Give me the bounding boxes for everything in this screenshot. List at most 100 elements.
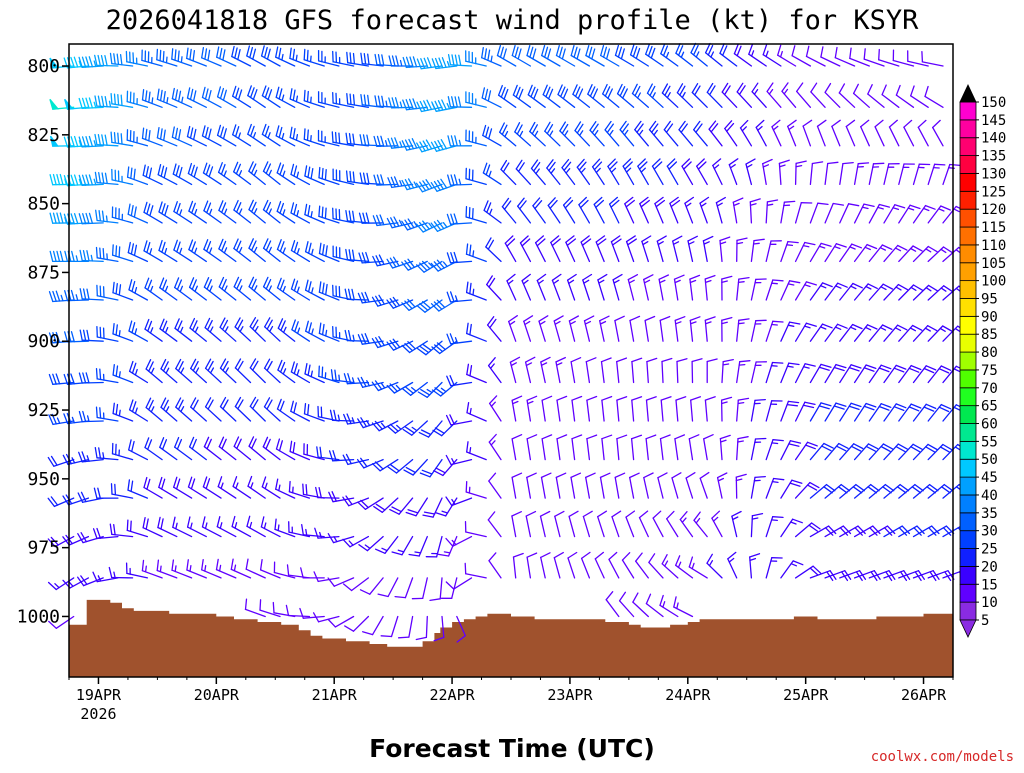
barb-full-feather [118,133,119,143]
barb-full-feather [175,50,176,60]
barb-full-feather [131,521,132,531]
barb-half-feather [146,566,147,572]
barb-full-feather [322,169,323,179]
barb-full-feather [112,484,113,494]
barb-full-feather [308,130,309,140]
barb-half-feather [772,283,778,284]
barb-half-feather [119,331,120,337]
colorbar-label: 90 [981,309,998,325]
barb-full-feather [935,164,945,165]
x-tick-label: 25APR [783,686,829,704]
barb-half-feather [339,375,340,381]
colorbar-label: 70 [981,381,998,397]
colorbar-label: 60 [981,417,998,433]
x-year-label: 2026 [80,705,116,723]
barb-full-feather [157,49,158,59]
colorbar-label: 10 [981,595,998,611]
colorbar-cell [960,352,976,370]
barb-half-feather [754,243,760,244]
barb-shaft [426,617,427,638]
colorbar-cell [960,566,976,584]
barb-half-feather [326,330,327,336]
barb-full-feather [319,206,320,216]
barb-full-feather [160,50,161,60]
colorbar-label: 140 [981,131,1006,147]
barb-full-feather [466,482,467,492]
colorbar-cell [960,120,976,138]
colorbar-cell [960,138,976,156]
barb-full-feather [350,94,351,104]
y-tick-label: 1000 [17,606,60,627]
barb-half-feather [103,453,104,459]
barb-full-feather [260,600,261,610]
barb-half-feather [205,566,206,572]
barb-shaft [677,362,678,383]
x-tick-label: 22APR [429,686,475,704]
barb-half-feather [473,289,474,295]
x-tick-label: 19APR [76,686,122,704]
colorbar-label: 15 [981,577,998,593]
barb-full-feather [273,603,274,613]
barb-half-feather [190,566,191,572]
barb-half-feather [772,325,778,326]
barb-full-feather [115,133,116,143]
barb-half-feather [152,98,153,104]
barb-half-feather [160,566,161,572]
barb-half-feather [107,216,108,222]
barb-full-feather [350,53,351,63]
x-tick-label: 21APR [312,686,358,704]
barb-full-feather [347,52,348,62]
barb-full-feather [163,52,164,62]
barb-full-feather [347,94,348,104]
barb-full-feather [354,54,355,64]
barb-full-feather [399,637,409,638]
colorbar-cell [960,263,976,281]
barb-full-feather [773,440,783,441]
y-tick-label: 875 [27,262,60,283]
colorbar-cell [960,549,976,567]
colorbar-label: 135 [981,149,1006,165]
colorbar-cell [960,513,976,531]
colorbar-label: 95 [981,291,998,307]
barb-full-feather [306,485,307,495]
colorbar-cell [960,495,976,513]
barb-half-feather [788,366,794,367]
barb-full-feather [303,484,304,494]
barb-full-feather [773,517,783,518]
colorbar-cell [960,298,976,316]
x-axis-title: Forecast Time (UTC) [369,734,655,763]
barb-full-feather [879,50,880,60]
barb-full-feather [304,90,305,100]
credit-link[interactable]: coolwx.com/models [871,749,1014,765]
colorbar-cell [960,602,976,620]
barb-full-feather [773,280,783,281]
colorbar-label: 30 [981,524,998,540]
barb-half-feather [772,520,778,521]
barb-full-feather [336,133,337,143]
barb-full-feather [172,49,173,59]
barb-full-feather [113,245,114,255]
colorbar-label: 145 [981,113,1006,129]
barb-full-feather [773,363,783,364]
colorbar-label: 50 [981,452,998,468]
barb-half-feather [470,448,471,454]
barb-half-feather [167,57,168,63]
colorbar-cell [960,334,976,352]
y-tick-label: 900 [27,331,60,352]
barb-half-feather [119,410,120,416]
barb-full-feather [116,246,117,256]
colorbar-cell [960,102,976,120]
barb-full-feather [756,439,766,440]
barb-half-feather [311,56,312,62]
barb-half-feather [491,56,492,62]
barb-full-feather [100,369,101,379]
barb-full-feather [100,286,101,296]
colorbar-label: 80 [981,345,998,361]
colorbar-label: 115 [981,220,1006,236]
barb-full-feather [133,53,134,63]
barb-full-feather [97,369,98,379]
colorbar-cell [960,584,976,602]
barb-half-feather [738,403,744,404]
y-tick-label: 975 [27,538,60,559]
